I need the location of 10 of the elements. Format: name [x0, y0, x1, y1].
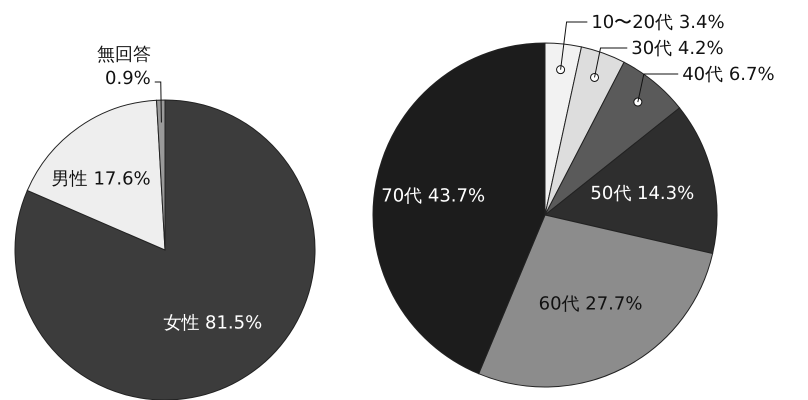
slice-label: 女性 81.5%	[163, 312, 262, 334]
slice-label: 40代 6.7%	[682, 64, 775, 85]
slice-label: 70代 43.7%	[381, 185, 486, 206]
slice-label: 60代 27.7%	[538, 294, 642, 315]
slice-label: 50代 14.3%	[590, 182, 694, 204]
slice-label: 男性 17.6%	[52, 168, 151, 190]
slice-label: 30代 4.2%	[631, 38, 724, 59]
slice-label: 10〜20代 3.4%	[591, 12, 725, 33]
data-label: 0.9%	[105, 68, 151, 90]
slice-label: 無回答	[96, 44, 151, 66]
